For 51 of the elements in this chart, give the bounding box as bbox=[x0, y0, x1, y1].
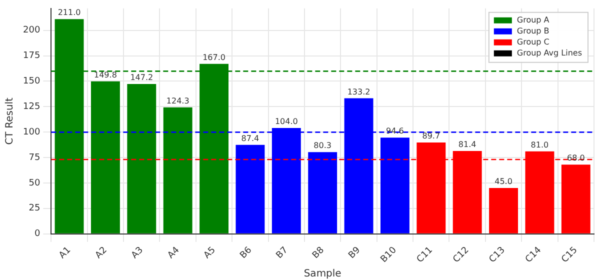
bar bbox=[308, 152, 338, 234]
data-label: 149.8 bbox=[94, 70, 117, 80]
data-label: 211.0 bbox=[58, 8, 81, 18]
data-label: 133.2 bbox=[347, 87, 370, 96]
x-tick-label: A3 bbox=[130, 245, 146, 261]
bar bbox=[561, 164, 590, 234]
data-label: 89.7 bbox=[422, 132, 440, 141]
y-tick-label: 100 bbox=[22, 127, 40, 138]
x-tick-label: C12 bbox=[452, 245, 472, 265]
data-label: 167.0 bbox=[202, 52, 226, 62]
x-tick-label: B9 bbox=[347, 245, 363, 261]
bar bbox=[236, 144, 265, 234]
data-label: 81.4 bbox=[458, 140, 476, 150]
legend-label: Group Avg Lines bbox=[516, 48, 582, 58]
y-tick-label: 50 bbox=[28, 178, 40, 188]
y-tick-label: 200 bbox=[22, 26, 40, 36]
bar bbox=[90, 81, 120, 234]
bar bbox=[380, 138, 410, 234]
x-tick-label: C11 bbox=[415, 245, 435, 265]
legend-label: Group A bbox=[516, 15, 550, 24]
data-label: 45.0 bbox=[494, 177, 512, 186]
y-tick-label: 0 bbox=[34, 229, 40, 240]
y-tick-label: 75 bbox=[28, 152, 40, 163]
x-tick-label: B7 bbox=[274, 245, 290, 261]
y-tick-label: 25 bbox=[28, 204, 40, 214]
x-tick-label: A1 bbox=[58, 245, 74, 261]
x-tick-label: C14 bbox=[524, 245, 544, 265]
data-label: 104.0 bbox=[274, 117, 298, 126]
y-tick-label: 125 bbox=[22, 102, 40, 112]
x-tick-label: B8 bbox=[310, 245, 327, 261]
data-label: 147.2 bbox=[130, 73, 154, 82]
data-label: 124.3 bbox=[166, 96, 190, 106]
data-label: 87.4 bbox=[241, 134, 260, 143]
y-tick-label: 175 bbox=[22, 51, 40, 62]
x-tick-label: C13 bbox=[488, 245, 508, 265]
x-tick-label: A5 bbox=[202, 245, 218, 261]
x-tick-label: B10 bbox=[379, 245, 399, 265]
bar bbox=[489, 188, 518, 234]
y-tick-label: 150 bbox=[22, 76, 40, 87]
x-tick-label: A4 bbox=[166, 245, 182, 261]
x-tick-label: A2 bbox=[94, 245, 110, 261]
data-label: 80.3 bbox=[314, 141, 332, 150]
x-axis-title: Sample bbox=[304, 268, 342, 280]
y-axis-title: CT Result bbox=[4, 97, 16, 145]
bar bbox=[127, 84, 156, 234]
x-tick-label: C15 bbox=[560, 245, 580, 265]
legend-label: Group C bbox=[516, 37, 550, 46]
x-tick-label: B6 bbox=[238, 245, 254, 261]
bar bbox=[163, 107, 192, 234]
data-label: 81.0 bbox=[530, 140, 549, 150]
legend-label: Group B bbox=[516, 26, 550, 36]
